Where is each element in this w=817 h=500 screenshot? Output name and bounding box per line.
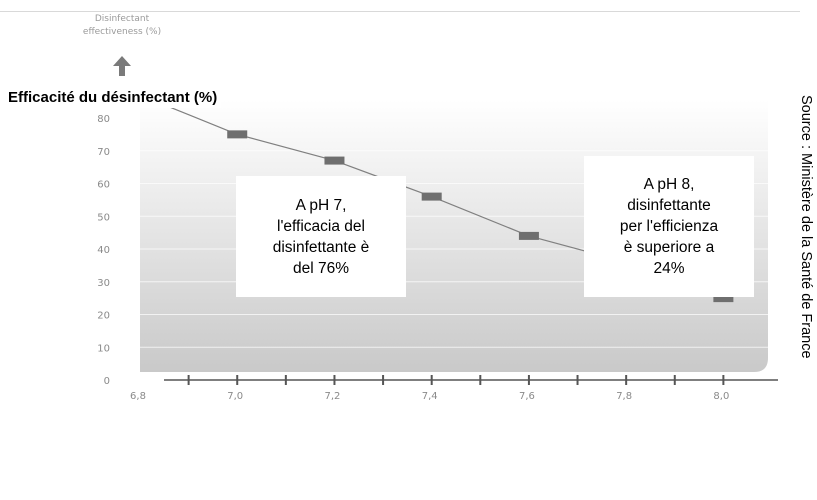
x-tick-label-6: 8,0 xyxy=(713,391,729,402)
callout-ph7-text: A pH 7, l'efficacia del disinfettante è … xyxy=(272,196,370,277)
y-tick-label-2: 20 xyxy=(97,311,110,322)
original-axis-label: Disinfectant effectiveness (%) xyxy=(82,14,162,37)
top-rule xyxy=(0,11,800,12)
y-tick-label-3: 30 xyxy=(97,278,110,289)
x-tick-label-5: 7,8 xyxy=(616,391,632,402)
x-tick-label-2: 7,2 xyxy=(325,391,341,402)
source-note: Source : Ministère de la Santé de France xyxy=(798,95,814,359)
data-point-3 xyxy=(421,192,442,201)
data-point-1 xyxy=(227,130,248,139)
callout-ph8: A pH 8, disinfettante per l'efficienza è… xyxy=(584,156,754,297)
data-point-4 xyxy=(518,231,539,240)
y-tick-label-7: 70 xyxy=(97,147,110,158)
arrow-up-icon xyxy=(113,56,131,76)
x-tick-label-3: 7,4 xyxy=(422,391,438,402)
callout-ph7: A pH 7, l'efficacia del disinfettante è … xyxy=(236,176,406,297)
x-tick-label-1: 7,0 xyxy=(227,391,243,402)
y-tick-label-4: 40 xyxy=(97,245,110,256)
callout-ph8-text: A pH 8, disinfettante per l'efficienza è… xyxy=(619,176,719,277)
y-tick-label-8: 80 xyxy=(97,114,110,125)
y-tick-label-1: 10 xyxy=(97,343,110,354)
y-tick-label-6: 60 xyxy=(97,180,110,191)
x-tick-label-4: 7,6 xyxy=(519,391,535,402)
y-tick-label-0: 0 xyxy=(104,376,110,387)
data-point-2 xyxy=(324,156,345,165)
y-tick-label-5: 50 xyxy=(97,212,110,223)
y-axis-title: Efficacité du désinfectant (%) xyxy=(4,87,222,108)
data-point-6 xyxy=(713,294,734,303)
x-tick-label-0: 6,8 xyxy=(130,391,146,402)
